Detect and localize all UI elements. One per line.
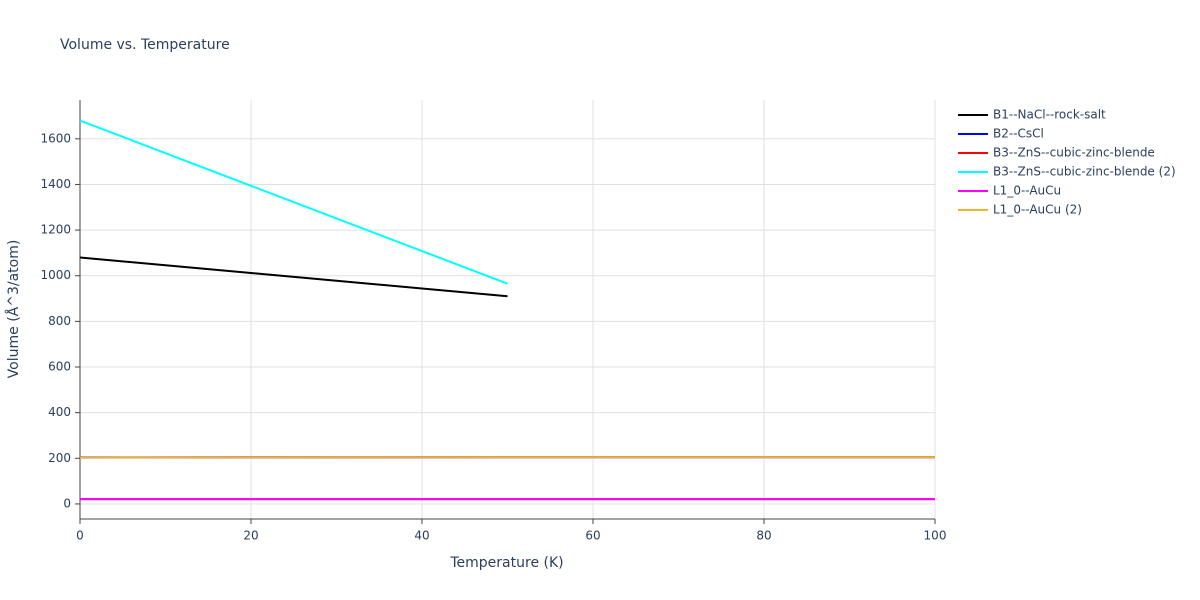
legend-label: B3--ZnS--cubic-zinc-blende bbox=[993, 146, 1155, 160]
legend-label: L1_0--AuCu bbox=[993, 184, 1061, 198]
x-tick-label: 100 bbox=[924, 529, 947, 543]
y-tick-label: 200 bbox=[48, 451, 71, 465]
chart-title: Volume vs. Temperature bbox=[60, 37, 230, 53]
legend-label: B3--ZnS--cubic-zinc-blende (2) bbox=[993, 165, 1176, 179]
legend-label: B1--NaCl--rock-salt bbox=[993, 108, 1106, 122]
x-tick-label: 20 bbox=[243, 529, 258, 543]
y-tick-label: 0 bbox=[63, 496, 71, 510]
x-tick-label: 40 bbox=[414, 529, 429, 543]
x-tick-label: 60 bbox=[585, 529, 600, 543]
legend-label: B2--CsCl bbox=[993, 127, 1044, 141]
legend-label: L1_0--AuCu (2) bbox=[993, 203, 1082, 217]
y-tick-label: 1600 bbox=[40, 131, 71, 145]
series-line bbox=[79, 256, 508, 298]
x-tick-label: 0 bbox=[76, 529, 84, 543]
series-line bbox=[79, 119, 508, 285]
x-tick-label: 80 bbox=[756, 529, 771, 543]
x-axis-label: Temperature (K) bbox=[449, 555, 563, 571]
y-tick-label: 800 bbox=[48, 314, 71, 328]
y-tick-label: 1400 bbox=[40, 177, 71, 191]
y-tick-label: 1200 bbox=[40, 223, 71, 237]
y-tick-label: 600 bbox=[48, 360, 71, 374]
y-axis-label: Volume (Å^3/atom) bbox=[5, 240, 22, 379]
y-tick-label: 400 bbox=[48, 405, 71, 419]
y-tick-label: 1000 bbox=[40, 268, 71, 282]
